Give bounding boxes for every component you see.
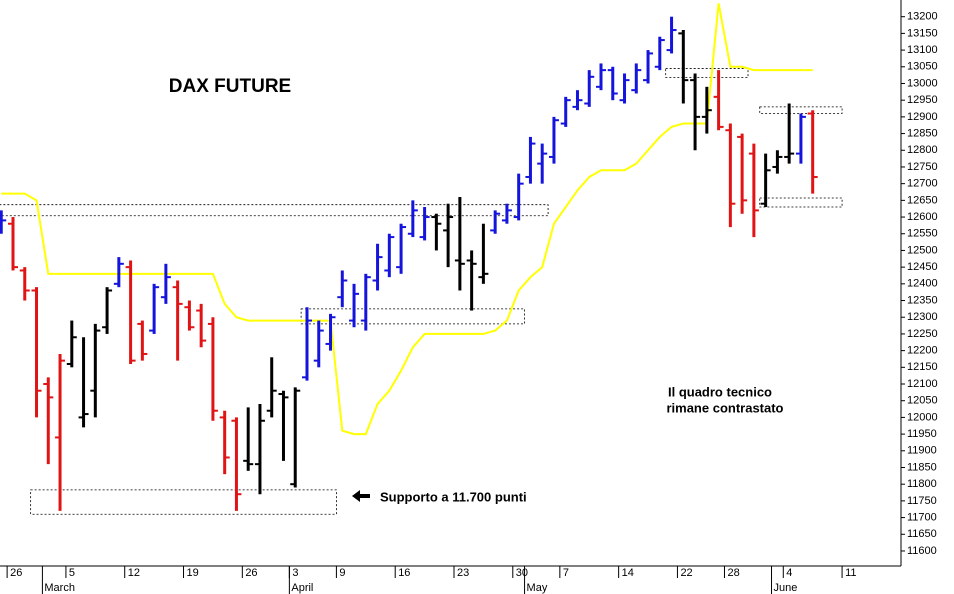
x-tick-label: 4 [786, 567, 792, 579]
month-label: March [44, 582, 75, 594]
x-tick-label: 16 [398, 567, 410, 579]
y-tick-label: 12300 [907, 311, 938, 323]
annotation: Supporto a 11.700 punti [380, 489, 527, 504]
y-tick-label: 12500 [907, 244, 938, 256]
x-tick-label: 7 [563, 567, 569, 579]
x-tick-label: 9 [339, 567, 345, 579]
y-tick-label: 11750 [907, 495, 937, 507]
y-tick-label: 12050 [907, 395, 938, 407]
y-tick-label: 11900 [907, 445, 937, 457]
x-tick-label: 14 [622, 567, 634, 579]
y-tick-label: 11950 [907, 428, 937, 440]
y-tick-label: 12600 [907, 211, 938, 223]
y-tick-label: 13050 [907, 61, 938, 73]
x-tick-label: 23 [457, 567, 469, 579]
x-tick-label: 19 [187, 567, 199, 579]
y-tick-label: 11700 [907, 511, 937, 523]
zone [759, 106, 843, 114]
month-label: June [774, 582, 798, 594]
x-tick-label: 3 [292, 567, 298, 579]
y-tick-label: 12350 [907, 294, 938, 306]
y-tick-label: 12700 [907, 178, 938, 190]
y-tick-label: 12400 [907, 278, 938, 290]
x-tick-label: 26 [10, 567, 22, 579]
x-tick-label: 30 [516, 567, 528, 579]
x-tick-label: 5 [69, 567, 75, 579]
zone [665, 68, 749, 78]
annotation: Il quadro tecnico [668, 384, 772, 399]
y-tick-label: 12950 [907, 94, 938, 106]
x-tick-label: 22 [680, 567, 692, 579]
chart-title: DAX FUTURE [169, 76, 291, 97]
x-tick-label: 26 [245, 567, 257, 579]
y-tick-label: 12000 [907, 411, 938, 423]
y-tick-label: 12550 [907, 228, 938, 240]
zone [759, 197, 843, 208]
y-tick-label: 12200 [907, 345, 938, 357]
y-tick-label: 11800 [907, 478, 937, 490]
month-label: April [291, 582, 313, 594]
y-tick-label: 12850 [907, 127, 938, 139]
y-tick-label: 11600 [907, 545, 937, 557]
zone [300, 308, 525, 325]
y-tick-label: 12100 [907, 378, 938, 390]
y-tick-label: 11850 [907, 461, 937, 473]
x-tick-label: 11 [845, 567, 856, 579]
arrow [352, 490, 370, 502]
zone [0, 204, 549, 217]
y-tick-label: 12800 [907, 144, 938, 156]
y-tick-label: 13150 [907, 27, 938, 39]
annotation: rimane contrastato [666, 400, 783, 415]
y-tick-label: 12900 [907, 111, 938, 123]
y-tick-label: 12250 [907, 328, 938, 340]
zone [30, 489, 337, 515]
y-tick-label: 11650 [907, 528, 937, 540]
y-tick-label: 12150 [907, 361, 938, 373]
x-tick-label: 12 [128, 567, 140, 579]
y-tick-label: 12650 [907, 194, 938, 206]
indicator-line [1, 3, 813, 436]
x-tick-label: 28 [727, 567, 739, 579]
y-tick-label: 12450 [907, 261, 938, 273]
y-tick-label: 13200 [907, 11, 938, 23]
y-tick-label: 13000 [907, 77, 938, 89]
month-label: May [527, 582, 548, 594]
y-tick-label: 12750 [907, 161, 938, 173]
y-tick-label: 13100 [907, 44, 938, 56]
